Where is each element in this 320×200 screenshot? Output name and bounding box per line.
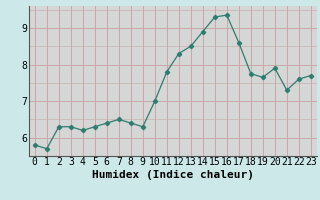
Bar	[29, 6, 41, 156]
Bar	[269, 6, 281, 156]
Bar	[101, 6, 113, 156]
Bar	[173, 6, 185, 156]
Bar	[89, 6, 101, 156]
Bar	[281, 6, 293, 156]
Bar	[65, 6, 77, 156]
Bar	[137, 6, 149, 156]
Bar	[77, 6, 89, 156]
X-axis label: Humidex (Indice chaleur): Humidex (Indice chaleur)	[92, 170, 254, 180]
Bar	[233, 6, 245, 156]
Bar	[197, 6, 209, 156]
Bar	[257, 6, 269, 156]
Bar	[185, 6, 197, 156]
Bar	[161, 6, 173, 156]
Bar	[221, 6, 233, 156]
Bar	[41, 6, 53, 156]
Bar	[245, 6, 257, 156]
Bar	[53, 6, 65, 156]
Bar	[293, 6, 305, 156]
Bar	[125, 6, 137, 156]
Bar	[305, 6, 317, 156]
Bar	[149, 6, 161, 156]
Bar	[209, 6, 221, 156]
Bar	[113, 6, 125, 156]
